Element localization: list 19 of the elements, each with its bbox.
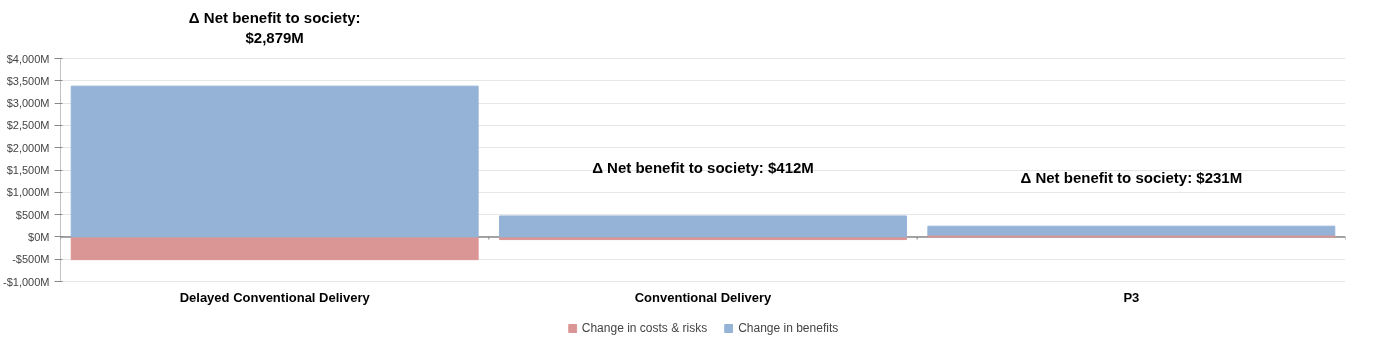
- annotation: Δ Net benefit to society: $231M: [1020, 169, 1243, 187]
- x-tick-label: Delayed Conventional Delivery: [179, 289, 371, 305]
- y-tick-label: $3,500M: [6, 74, 50, 87]
- y-tick-label: $500M: [15, 208, 50, 221]
- annotation: Δ Net benefit to society: $412M: [592, 158, 814, 176]
- text: Δ Net benefit to society: $2,879M: [188, 9, 361, 47]
- y-tick-label: $4,000M: [6, 52, 50, 65]
- y-tick-label: $0M: [28, 230, 50, 243]
- y-tick-label: $2,500M: [6, 119, 50, 132]
- legend-label: Change in benefits: [738, 321, 839, 335]
- legend-label: Change in costs & risks: [581, 321, 708, 335]
- y-tick-label: -$500M: [12, 253, 50, 266]
- y-tick-label: $1,500M: [6, 164, 50, 176]
- x-tick-label: Conventional Delivery: [634, 289, 773, 305]
- x-tick-label: P3: [1123, 289, 1140, 305]
- y-tick-label: $3,000M: [6, 97, 50, 110]
- y-tick-label: $1,000M: [6, 186, 50, 199]
- y-tick-label: -$1,000M: [3, 275, 50, 288]
- y-tick-label: $2,000M: [6, 141, 50, 154]
